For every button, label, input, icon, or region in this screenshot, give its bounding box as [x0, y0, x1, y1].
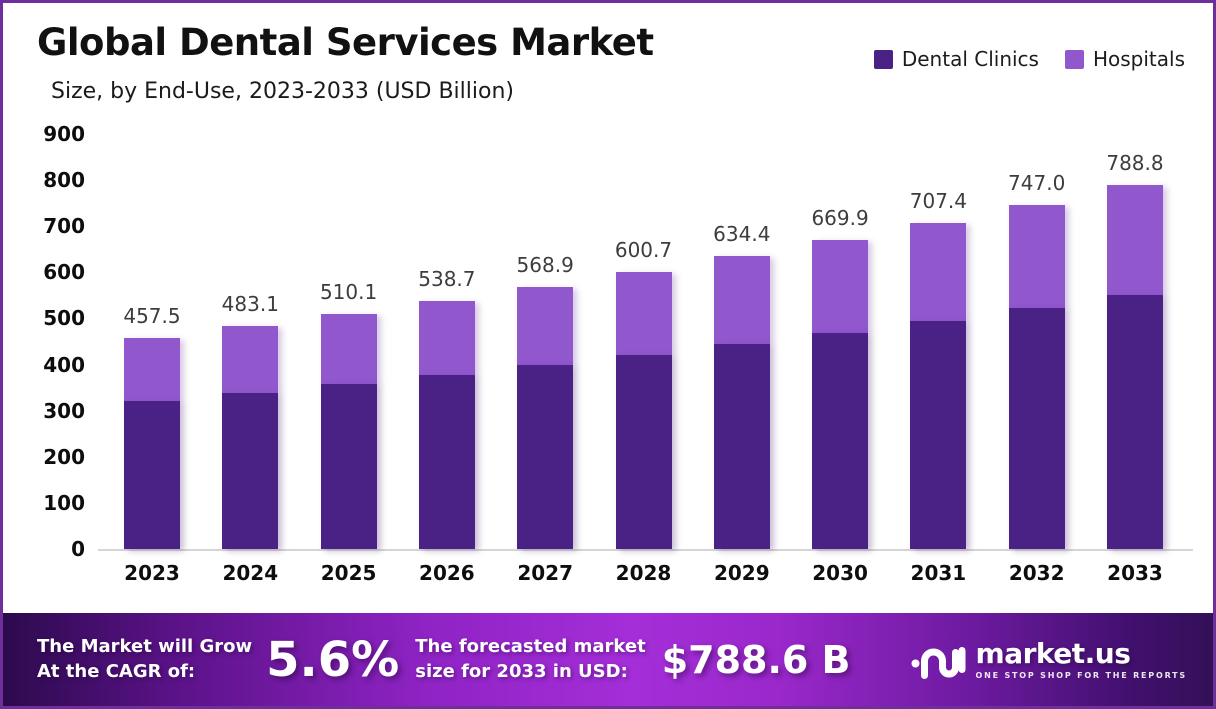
x-tick-label: 2025: [320, 561, 377, 585]
forecast-label-line1: The forecasted market: [415, 636, 646, 658]
y-tick-label: 900: [43, 122, 85, 146]
bar-segment-hospitals: [615, 272, 672, 355]
page-title: Global Dental Services Market: [37, 21, 654, 64]
y-tick-label: 200: [43, 444, 85, 469]
forecast-label: The forecasted market size for 2033 in U…: [415, 635, 645, 684]
plot-area: 457.5 483.1 510.1 538.7 568.9 600.7 634.4 669.9…: [98, 134, 1193, 551]
legend-item-dental-clinics: Dental Clinics: [873, 47, 1039, 71]
forecast-label-line2: size for 2033 in USD:: [415, 660, 628, 682]
x-tick-label: 2033: [1107, 561, 1163, 585]
bar-total-label: 600.7: [614, 238, 673, 262]
x-tick-label: 2028: [615, 561, 672, 585]
bar-2032: [1008, 205, 1065, 549]
cagr-label-line1: The Market will Grow: [37, 636, 253, 658]
forecast-value: $788.6 B: [661, 637, 851, 682]
bar-total-label: 788.8: [1106, 151, 1164, 175]
legend-item-hospitals: Hospitals: [1064, 47, 1185, 71]
brand-tagline: ONE STOP SHOP FOR THE REPORTS: [975, 670, 1187, 680]
y-tick-label: 400: [43, 352, 85, 377]
bar-segment-hospitals: [320, 314, 377, 384]
y-tick-label: 700: [43, 214, 85, 239]
bar-segment-hospitals: [1107, 185, 1163, 295]
market-us-logo-icon: [911, 646, 966, 679]
bar-segment-hospitals: [418, 301, 475, 375]
bar-total-label: 707.4: [909, 189, 968, 213]
bar-2029: [713, 256, 770, 549]
x-tick-label: 2032: [1008, 561, 1065, 585]
bar-total-label: 457.5: [123, 304, 181, 328]
bar-2033: [1107, 185, 1163, 549]
bar-segment-dental-clinics: [124, 401, 180, 549]
bar-2025: [320, 314, 377, 549]
y-tick-label: 800: [43, 168, 85, 193]
brand-text: market.us ONE STOP SHOP FOR THE REPORTS: [975, 636, 1187, 680]
cagr-label-line2: At the CAGR of:: [37, 660, 196, 682]
page-subtitle: Size, by End-Use, 2023-2033 (USD Billion…: [51, 79, 514, 104]
brand-logo: market.us ONE STOP SHOP FOR THE REPORTS: [911, 637, 1187, 683]
y-tick-label: 500: [43, 306, 85, 331]
bar-segment-hospitals: [812, 240, 869, 333]
bar-total-label: 568.9: [516, 253, 574, 277]
x-tick-label: 2026: [419, 561, 475, 585]
bar-segment-hospitals: [1008, 205, 1065, 308]
legend-label-hospitals: Hospitals: [1092, 47, 1185, 71]
legend-label-dental-clinics: Dental Clinics: [901, 47, 1039, 71]
cagr-label: The Market will Grow At the CAGR of:: [37, 635, 252, 684]
x-tick-label: 2024: [222, 561, 279, 585]
y-tick-label: 100: [43, 490, 85, 515]
bar-segment-dental-clinics: [320, 384, 377, 549]
bar-total-label: 634.4: [713, 222, 771, 246]
x-tick-label: 2031: [910, 561, 967, 585]
x-tick-label: 2030: [812, 561, 868, 585]
bar-segment-dental-clinics: [812, 333, 869, 549]
bar-total-label: 669.9: [811, 206, 869, 230]
bar-segment-dental-clinics: [418, 375, 475, 549]
bar-segment-dental-clinics: [222, 393, 279, 549]
bar-segment-hospitals: [517, 287, 574, 365]
bar-segment-hospitals: [713, 256, 770, 344]
y-tick-label: 600: [43, 260, 85, 285]
bar-segment-dental-clinics: [615, 355, 672, 549]
legend-swatch-dental-clinics: [873, 49, 893, 69]
y-tick-label: 0: [71, 537, 85, 561]
bar-segment-dental-clinics: [517, 365, 574, 549]
cagr-value: 5.6%: [266, 631, 400, 688]
bar-segment-hospitals: [910, 223, 967, 321]
legend-swatch-hospitals: [1064, 49, 1084, 69]
x-tick-label: 2029: [713, 561, 770, 585]
bar-segment-dental-clinics: [1107, 295, 1163, 549]
bar-segment-dental-clinics: [1008, 308, 1065, 549]
y-tick-label: 300: [43, 398, 85, 423]
footer-banner: The Market will Grow At the CAGR of: 5.6…: [3, 613, 1213, 706]
bar-2031: [910, 223, 967, 549]
bar-total-label: 510.1: [319, 280, 378, 304]
bar-segment-hospitals: [222, 326, 279, 393]
bar-total-label: 747.0: [1008, 171, 1066, 195]
chart-legend: Dental Clinics Hospitals: [873, 47, 1185, 71]
brand-name: market.us: [975, 636, 1131, 670]
bar-total-label: 538.7: [418, 267, 476, 291]
bar-2030: [812, 240, 869, 549]
bar-2024: [222, 326, 279, 549]
bar-segment-hospitals: [124, 338, 180, 401]
bar-2023: [124, 338, 180, 549]
bar-segment-dental-clinics: [910, 321, 967, 549]
x-tick-label: 2027: [517, 561, 574, 585]
bar-2026: [418, 301, 475, 549]
bar-segment-dental-clinics: [713, 344, 770, 549]
bar-2028: [615, 272, 672, 549]
bar-total-label: 483.1: [221, 292, 279, 316]
x-tick-label: 2023: [124, 561, 180, 585]
bar-2027: [517, 287, 574, 549]
